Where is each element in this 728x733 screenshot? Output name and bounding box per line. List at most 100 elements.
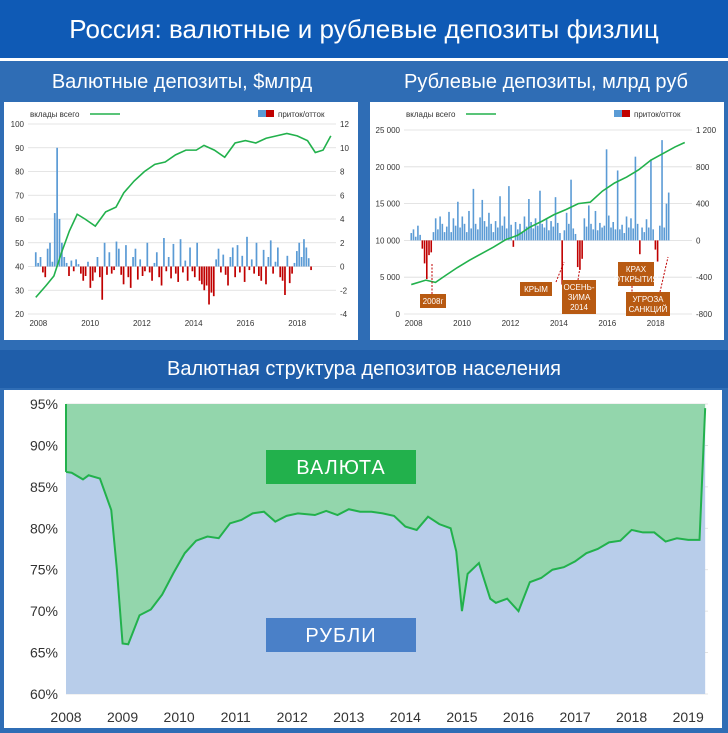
- y-left-tick-label: 70: [15, 191, 24, 200]
- flow-bar: [253, 266, 255, 274]
- y-left-tick-label: 80: [15, 168, 24, 177]
- legend-outflow-swatch: [266, 110, 274, 117]
- flow-bar: [193, 266, 196, 278]
- flow-bar: [505, 228, 508, 241]
- flow-bar: [508, 186, 510, 241]
- x-tick-label: 2010: [81, 319, 99, 328]
- flow-bar: [452, 218, 455, 241]
- flow-bar: [603, 225, 606, 241]
- flow-bar: [205, 266, 208, 286]
- flow-bar: [134, 248, 137, 267]
- flow-bar: [106, 266, 108, 275]
- flow-bar: [594, 210, 597, 241]
- flow-bar: [645, 219, 648, 241]
- flow-bar: [127, 266, 130, 278]
- flow-bar: [450, 232, 453, 241]
- flow-bar: [541, 223, 543, 241]
- flow-bar: [160, 266, 163, 286]
- flow-bar: [570, 179, 572, 241]
- y-right-tick-label: 800: [696, 163, 710, 172]
- annotation: КРЫМ: [520, 261, 565, 296]
- flow-bar: [82, 266, 85, 281]
- flow-bar: [72, 266, 75, 272]
- flow-bar: [639, 240, 641, 255]
- flow-bar: [485, 226, 488, 241]
- flow-bar: [501, 225, 504, 241]
- legend-flow-label: приток/отток: [634, 110, 681, 119]
- y-tick-label: 95%: [30, 396, 58, 412]
- flow-bar: [269, 240, 272, 267]
- flow-bar: [129, 266, 132, 288]
- flow-bar: [70, 260, 73, 267]
- annotation-text: ОТКРЫТИЯ: [614, 275, 659, 284]
- flow-bar: [414, 236, 417, 241]
- legend-total-label: вклады всего: [406, 110, 456, 119]
- flow-bar: [201, 266, 203, 285]
- flow-bar: [77, 264, 80, 267]
- x-tick-label: 2018: [288, 319, 306, 328]
- y-tick-label: 60%: [30, 686, 58, 702]
- x-tick-label: 2008: [50, 709, 81, 725]
- flow-bar: [75, 259, 77, 267]
- flow-bar: [559, 233, 561, 241]
- flow-bar: [196, 242, 199, 267]
- annotation-text: КРЫМ: [524, 285, 548, 294]
- flow-bar: [274, 261, 277, 267]
- flow-bar: [583, 218, 586, 241]
- currency-structure-title: Валютная структура депозитов населения: [0, 350, 728, 388]
- annotation-box: [520, 282, 552, 296]
- y-right-tick-label: -400: [696, 273, 713, 282]
- flow-bar: [255, 242, 258, 267]
- annotation-text: 2008г: [423, 297, 444, 306]
- flow-bar: [174, 266, 177, 274]
- flow-bar: [610, 227, 612, 241]
- total-deposits-line: [411, 141, 686, 286]
- flow-bar: [165, 266, 168, 272]
- flow-bar: [430, 240, 433, 253]
- flow-bar: [514, 222, 517, 241]
- y-tick-label: 90%: [30, 437, 58, 453]
- flow-bar: [572, 228, 575, 241]
- flow-bar: [614, 229, 617, 241]
- flow-bar: [410, 233, 413, 241]
- flow-bar: [94, 266, 96, 273]
- fx-label-box: [266, 450, 416, 484]
- flow-bar: [281, 266, 284, 281]
- flow-bar: [454, 225, 457, 241]
- fx-share-area: [66, 404, 706, 645]
- flow-bar: [656, 240, 659, 262]
- flow-bar: [132, 257, 134, 267]
- flow-bar: [217, 248, 220, 267]
- flow-bar: [293, 262, 296, 267]
- y-right-tick-label: 0: [340, 263, 345, 272]
- annotation-text: КРАХ: [626, 265, 647, 274]
- y-right-tick-label: 1 200: [696, 126, 717, 135]
- x-tick-label: 2009: [107, 709, 138, 725]
- x-tick-label: 2017: [559, 709, 590, 725]
- flow-bar: [158, 266, 161, 278]
- flow-bar: [636, 223, 639, 241]
- flow-bar: [463, 223, 466, 241]
- flow-bar: [96, 257, 99, 267]
- flow-bar: [465, 232, 468, 241]
- flow-bar: [568, 223, 570, 241]
- fx-deposits-chart: 20 30 40 50 60 70 80 90 100 -4 -2 0 2 4 6 8 10 12 2008 2010…: [11, 110, 349, 328]
- y-right-tick-label: 10: [340, 144, 349, 153]
- flow-bar: [177, 266, 180, 282]
- flow-bar: [186, 266, 189, 281]
- flow-bar: [627, 227, 630, 241]
- flow-bar: [494, 221, 497, 241]
- flow-bar: [523, 216, 526, 241]
- flow-bar: [616, 170, 619, 241]
- fx-deposits-panel: 20 30 40 50 60 70 80 90 100 -4 -2 0 2 4 6 8 10 12 2008 2010…: [4, 102, 358, 340]
- y-right-tick-label: -4: [340, 310, 348, 319]
- flow-bar: [667, 192, 670, 241]
- flow-bar: [191, 266, 194, 272]
- flow-bar: [68, 266, 70, 276]
- flow-bar: [63, 257, 66, 267]
- flow-bar: [459, 227, 461, 241]
- annotation-arrow: [555, 261, 565, 283]
- flow-bar: [61, 242, 63, 267]
- flow-bar: [481, 199, 484, 241]
